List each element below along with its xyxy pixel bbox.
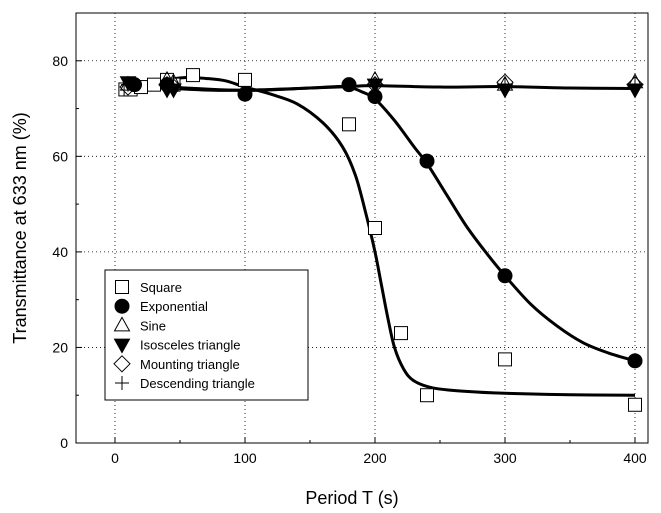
y-tick-label: 80 (52, 53, 68, 69)
x-tick-label: 0 (111, 450, 119, 466)
x-tick-label: 300 (493, 450, 517, 466)
legend-entry: Descending triangle (115, 376, 255, 391)
fit-curves (127, 75, 636, 397)
data-markers (118, 68, 644, 412)
legend-label: Descending triangle (140, 376, 255, 391)
legend-marker (115, 376, 129, 390)
data-point (238, 72, 252, 87)
plot-frame (75, 12, 649, 444)
series-descending-triangle (121, 77, 642, 92)
legend-label: Exponential (140, 299, 208, 314)
x-tick-label: 100 (233, 450, 257, 466)
legend-entry: Mounting triangle (113, 355, 240, 373)
legend-entry: Isosceles triangle (113, 338, 240, 354)
data-point (498, 77, 512, 92)
fit-curve (127, 83, 636, 92)
data-point (497, 268, 513, 284)
data-point (368, 221, 382, 235)
y-tick-label: 20 (52, 339, 68, 355)
y-axis-label: Transmittance at 633 nm (%) (10, 112, 30, 343)
data-point (419, 153, 435, 169)
legend-label: Sine (140, 318, 166, 333)
data-point (186, 68, 200, 83)
data-point (627, 353, 643, 369)
data-point (498, 352, 512, 367)
data-point (628, 77, 642, 92)
legend-label: Square (140, 280, 182, 295)
series-isosceles-triangle (119, 76, 644, 99)
legend: Square Exponential Sine Isosceles triangle M… (104, 269, 309, 401)
legend-marker (115, 280, 129, 294)
y-tick-label: 0 (60, 435, 68, 451)
legend-box (104, 269, 309, 401)
data-point (366, 75, 384, 94)
data-point (368, 77, 382, 92)
legend-label: Mounting triangle (140, 357, 240, 372)
grid-lines (76, 13, 648, 443)
fit-curve (127, 75, 636, 397)
data-point (342, 117, 356, 132)
data-point (237, 86, 253, 102)
data-point (420, 388, 434, 403)
data-point (166, 77, 181, 92)
legend-entry: Square (115, 280, 182, 295)
y-tick-label: 60 (52, 148, 68, 164)
legend-entry: Exponential (114, 298, 208, 314)
data-point (158, 75, 176, 94)
y-tick-label: 40 (52, 244, 68, 260)
data-point (394, 326, 408, 341)
legend-marker (114, 298, 130, 314)
data-point (121, 77, 135, 92)
data-point (341, 77, 357, 93)
x-tick-label: 400 (623, 450, 647, 466)
legend-entry: Sine (113, 316, 166, 333)
legend-marker (113, 316, 131, 332)
legend-label: Isosceles triangle (140, 338, 240, 353)
axis-ticks: 0 100 200 300 400 0 20 40 60 80 (52, 12, 647, 466)
legend-marker (113, 338, 131, 354)
legend-marker (113, 355, 131, 373)
x-axis-label: Period T (s) (305, 488, 398, 508)
data-point (628, 397, 642, 412)
x-tick-label: 200 (363, 450, 387, 466)
data-point (626, 75, 644, 94)
